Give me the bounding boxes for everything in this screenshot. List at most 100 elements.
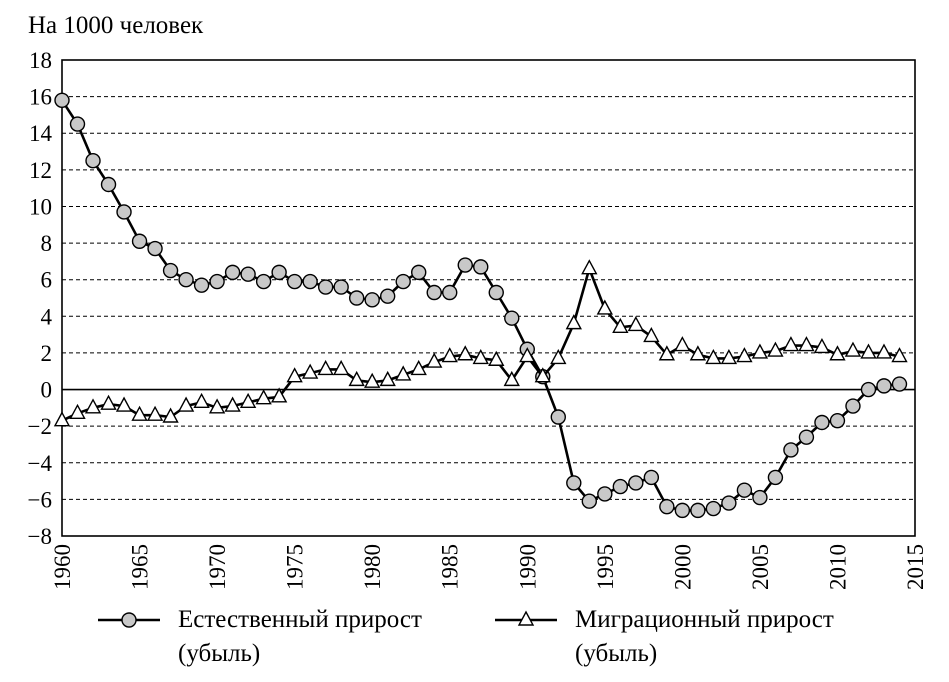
data-point-triangle bbox=[472, 348, 489, 365]
series-line bbox=[60, 99, 900, 512]
y-tick-label: −4 bbox=[28, 451, 53, 476]
data-point-circle bbox=[333, 279, 349, 295]
data-point-triangle bbox=[208, 398, 226, 414]
data-point-circle bbox=[674, 502, 691, 519]
data-point-circle bbox=[426, 284, 442, 301]
legend-triangle-marker bbox=[495, 610, 557, 626]
data-point-triangle bbox=[829, 345, 846, 361]
data-point-triangle bbox=[720, 348, 738, 365]
data-point-circle bbox=[302, 273, 318, 290]
data-point-circle bbox=[752, 489, 768, 506]
x-axis-ticks: 1960 1965 1970 1975 1980 1985 1990 1995 2000 2005… bbox=[50, 544, 928, 590]
data-point-circle bbox=[659, 499, 675, 515]
data-point-triangle bbox=[751, 343, 769, 359]
data-point-circle bbox=[783, 442, 799, 458]
y-tick-label: −2 bbox=[28, 414, 52, 439]
data-point-triangle bbox=[596, 299, 613, 315]
data-point-circle bbox=[643, 469, 660, 486]
x-tick-label: 1985 bbox=[438, 544, 463, 590]
data-point-circle bbox=[767, 469, 784, 486]
data-point-triangle bbox=[270, 387, 288, 403]
data-point-triangle bbox=[798, 336, 815, 352]
data-point-triangle bbox=[875, 343, 893, 359]
data-point-triangle bbox=[658, 345, 676, 361]
data-point-circle bbox=[721, 495, 737, 511]
data-point-triangle bbox=[177, 396, 195, 412]
legend-label-natural-line2: (убыль) bbox=[178, 640, 261, 667]
data-point-circle bbox=[829, 412, 846, 429]
legend-item-natural: Естественный прирост (убыль) bbox=[98, 604, 478, 674]
data-point-circle bbox=[162, 262, 179, 279]
data-point-triangle bbox=[69, 403, 86, 420]
legend-label-natural-line1: Естественный прирост bbox=[178, 606, 422, 633]
legend-item-migration: Миграционный прирост (убыль) bbox=[495, 604, 915, 674]
data-point-circle bbox=[550, 409, 566, 425]
data-point-circle bbox=[612, 478, 629, 495]
data-point-triangle bbox=[565, 314, 582, 330]
data-point-triangle bbox=[131, 405, 148, 421]
x-tick-label: 1990 bbox=[515, 544, 540, 590]
data-point-triangle bbox=[426, 352, 443, 368]
data-point-circle bbox=[224, 264, 241, 281]
data-point-circle bbox=[860, 381, 877, 398]
data-point-circle bbox=[348, 290, 365, 306]
data-point-triangle bbox=[550, 348, 567, 365]
data-point-triangle bbox=[767, 341, 784, 357]
x-tick-label: 1965 bbox=[128, 544, 153, 590]
data-point-circle bbox=[255, 273, 272, 290]
data-point-circle bbox=[209, 273, 225, 290]
data-point-circle bbox=[814, 414, 830, 431]
data-point-triangle bbox=[332, 359, 350, 376]
x-tick-label: 2000 bbox=[670, 544, 695, 590]
data-point-triangle bbox=[581, 259, 598, 275]
data-point-circle bbox=[286, 273, 303, 290]
data-point-triangle bbox=[612, 317, 629, 333]
data-point-circle bbox=[473, 259, 489, 275]
data-point-circle bbox=[690, 502, 706, 519]
data-point-triangle bbox=[891, 347, 908, 363]
data-point-triangle bbox=[813, 337, 831, 354]
data-point-circle bbox=[193, 277, 210, 293]
y-tick-label: 12 bbox=[29, 158, 52, 183]
y-tick-label: −6 bbox=[28, 487, 52, 512]
data-point-circle bbox=[504, 310, 520, 326]
data-point-triangle bbox=[379, 370, 396, 387]
gridlines bbox=[62, 96, 915, 500]
data-point-circle bbox=[364, 292, 380, 308]
data-point-circle bbox=[240, 266, 256, 282]
y-tick-label: −8 bbox=[28, 524, 52, 549]
data-point-triangle bbox=[364, 372, 381, 388]
data-point-triangle bbox=[239, 392, 257, 409]
x-tick-label: 1980 bbox=[360, 544, 385, 590]
x-tick-label: 1995 bbox=[593, 544, 618, 590]
data-point-circle bbox=[411, 264, 427, 281]
y-tick-label: 18 bbox=[29, 48, 52, 73]
data-point-circle bbox=[581, 493, 598, 509]
legend-circle-marker bbox=[98, 612, 160, 628]
data-point-triangle bbox=[519, 347, 536, 363]
data-point-triangle bbox=[534, 367, 551, 383]
data-point-circle bbox=[488, 284, 504, 301]
data-point-circle bbox=[845, 398, 861, 414]
y-tick-label: 6 bbox=[41, 268, 53, 293]
y-tick-label: 16 bbox=[29, 85, 52, 110]
data-point-triangle bbox=[193, 392, 210, 409]
data-point-triangle bbox=[844, 341, 862, 357]
data-point-triangle bbox=[317, 359, 334, 376]
data-point-triangle bbox=[286, 367, 303, 383]
y-tick-label: 4 bbox=[41, 304, 53, 329]
data-point-circle bbox=[379, 288, 396, 304]
y-axis-ticks: −8 −6 −4 −2 0 2 4 6 8 10 12 14 16 18 bbox=[28, 48, 53, 549]
data-point-circle bbox=[116, 204, 132, 220]
data-point-triangle bbox=[674, 336, 691, 352]
data-point-triangle bbox=[224, 396, 241, 412]
data-point-triangle bbox=[782, 336, 800, 352]
y-tick-label: 14 bbox=[29, 121, 53, 146]
data-point-triangle bbox=[860, 343, 877, 359]
data-point-circle bbox=[457, 257, 473, 273]
data-point-circle bbox=[891, 376, 908, 392]
data-point-circle bbox=[100, 176, 117, 193]
data-point-triangle bbox=[503, 370, 520, 387]
data-point-triangle bbox=[627, 315, 645, 332]
data-point-triangle bbox=[162, 407, 179, 423]
